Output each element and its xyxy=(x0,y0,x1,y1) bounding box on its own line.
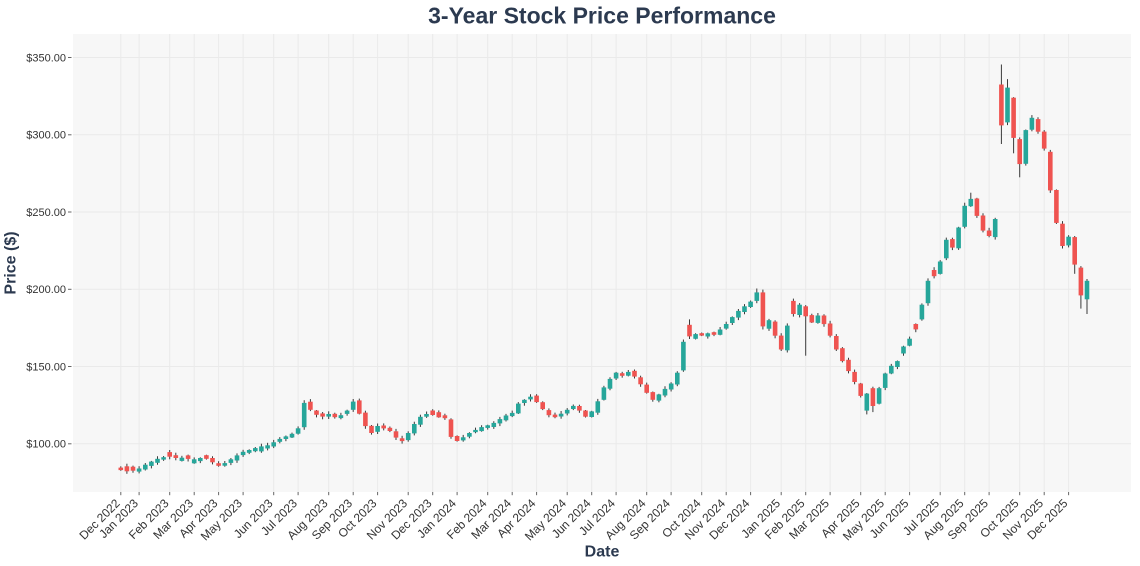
svg-text:$300.00: $300.00 xyxy=(26,130,66,142)
svg-text:$150.00: $150.00 xyxy=(26,361,66,373)
svg-text:$250.00: $250.00 xyxy=(26,207,66,219)
svg-text:Date: Date xyxy=(585,544,620,561)
svg-text:$200.00: $200.00 xyxy=(26,284,66,296)
svg-text:3-Year Stock Price Performance: 3-Year Stock Price Performance xyxy=(428,3,776,29)
svg-text:$350.00: $350.00 xyxy=(26,52,66,64)
svg-text:$100.00: $100.00 xyxy=(26,439,66,451)
svg-text:Price ($): Price ($) xyxy=(3,231,20,294)
